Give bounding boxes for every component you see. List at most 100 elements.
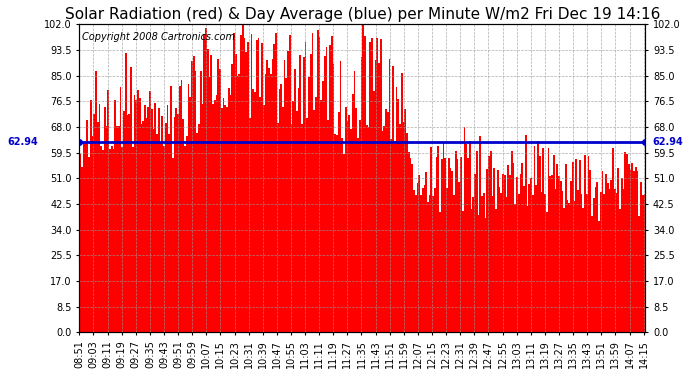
- Bar: [633, 171, 635, 332]
- Bar: [99, 104, 100, 332]
- Bar: [611, 180, 612, 332]
- Bar: [108, 90, 109, 332]
- Bar: [614, 189, 615, 332]
- Bar: [174, 117, 175, 332]
- Bar: [502, 174, 504, 332]
- Bar: [492, 196, 493, 332]
- Bar: [640, 182, 642, 332]
- Bar: [186, 136, 188, 332]
- Bar: [179, 86, 181, 332]
- Bar: [81, 167, 83, 332]
- Bar: [106, 126, 108, 332]
- Bar: [500, 193, 502, 332]
- Bar: [483, 193, 484, 332]
- Bar: [320, 100, 322, 332]
- Bar: [359, 120, 361, 332]
- Bar: [638, 216, 640, 332]
- Bar: [394, 141, 395, 332]
- Bar: [310, 54, 312, 332]
- Bar: [142, 121, 144, 332]
- Bar: [149, 91, 151, 332]
- Bar: [355, 108, 357, 332]
- Bar: [302, 124, 303, 332]
- Bar: [424, 185, 425, 332]
- Bar: [499, 187, 500, 332]
- Bar: [520, 174, 522, 332]
- Bar: [404, 109, 406, 332]
- Bar: [215, 95, 217, 332]
- Bar: [542, 148, 544, 332]
- Bar: [115, 100, 116, 332]
- Bar: [228, 88, 230, 332]
- Bar: [579, 160, 581, 332]
- Bar: [151, 109, 152, 332]
- Bar: [631, 164, 633, 332]
- Bar: [441, 159, 443, 332]
- Bar: [582, 209, 584, 332]
- Bar: [565, 164, 566, 332]
- Bar: [425, 172, 427, 332]
- Bar: [444, 159, 446, 332]
- Bar: [339, 62, 342, 332]
- Bar: [388, 59, 391, 332]
- Bar: [165, 123, 167, 332]
- Bar: [177, 114, 179, 332]
- Bar: [326, 47, 328, 332]
- Bar: [618, 168, 619, 332]
- Bar: [286, 78, 287, 332]
- Bar: [490, 151, 492, 332]
- Bar: [184, 146, 186, 332]
- Bar: [146, 117, 148, 332]
- Bar: [168, 134, 170, 332]
- Bar: [474, 174, 476, 332]
- Bar: [92, 136, 93, 332]
- Text: 62.94: 62.94: [652, 137, 683, 147]
- Bar: [156, 134, 158, 332]
- Bar: [589, 171, 591, 332]
- Bar: [555, 189, 556, 332]
- Bar: [469, 141, 471, 332]
- Bar: [338, 112, 339, 332]
- Bar: [406, 134, 408, 332]
- Bar: [287, 51, 289, 332]
- Bar: [214, 100, 215, 332]
- Bar: [486, 170, 488, 332]
- Bar: [191, 61, 193, 332]
- Bar: [193, 56, 195, 332]
- Bar: [226, 107, 228, 332]
- Bar: [371, 38, 373, 332]
- Bar: [137, 90, 139, 332]
- Bar: [366, 125, 368, 332]
- Bar: [480, 136, 481, 332]
- Bar: [296, 111, 297, 332]
- Bar: [397, 99, 399, 332]
- Bar: [277, 123, 279, 332]
- Bar: [284, 60, 286, 332]
- Bar: [523, 186, 525, 332]
- Bar: [378, 63, 380, 332]
- Bar: [455, 151, 457, 332]
- Bar: [237, 76, 238, 332]
- Bar: [235, 54, 237, 332]
- Text: 62.94: 62.94: [7, 137, 38, 147]
- Bar: [446, 188, 448, 332]
- Bar: [135, 100, 137, 332]
- Bar: [418, 175, 420, 332]
- Bar: [329, 45, 331, 332]
- Bar: [578, 190, 579, 332]
- Bar: [584, 155, 586, 332]
- Bar: [289, 35, 290, 332]
- Bar: [435, 157, 437, 332]
- Bar: [280, 84, 282, 332]
- Bar: [167, 105, 168, 332]
- Bar: [182, 119, 184, 332]
- Bar: [204, 34, 205, 332]
- Bar: [88, 157, 90, 332]
- Bar: [294, 69, 296, 332]
- Bar: [635, 167, 637, 332]
- Bar: [342, 138, 343, 332]
- Bar: [322, 81, 324, 332]
- Bar: [464, 127, 466, 332]
- Bar: [230, 95, 231, 332]
- Bar: [273, 44, 275, 332]
